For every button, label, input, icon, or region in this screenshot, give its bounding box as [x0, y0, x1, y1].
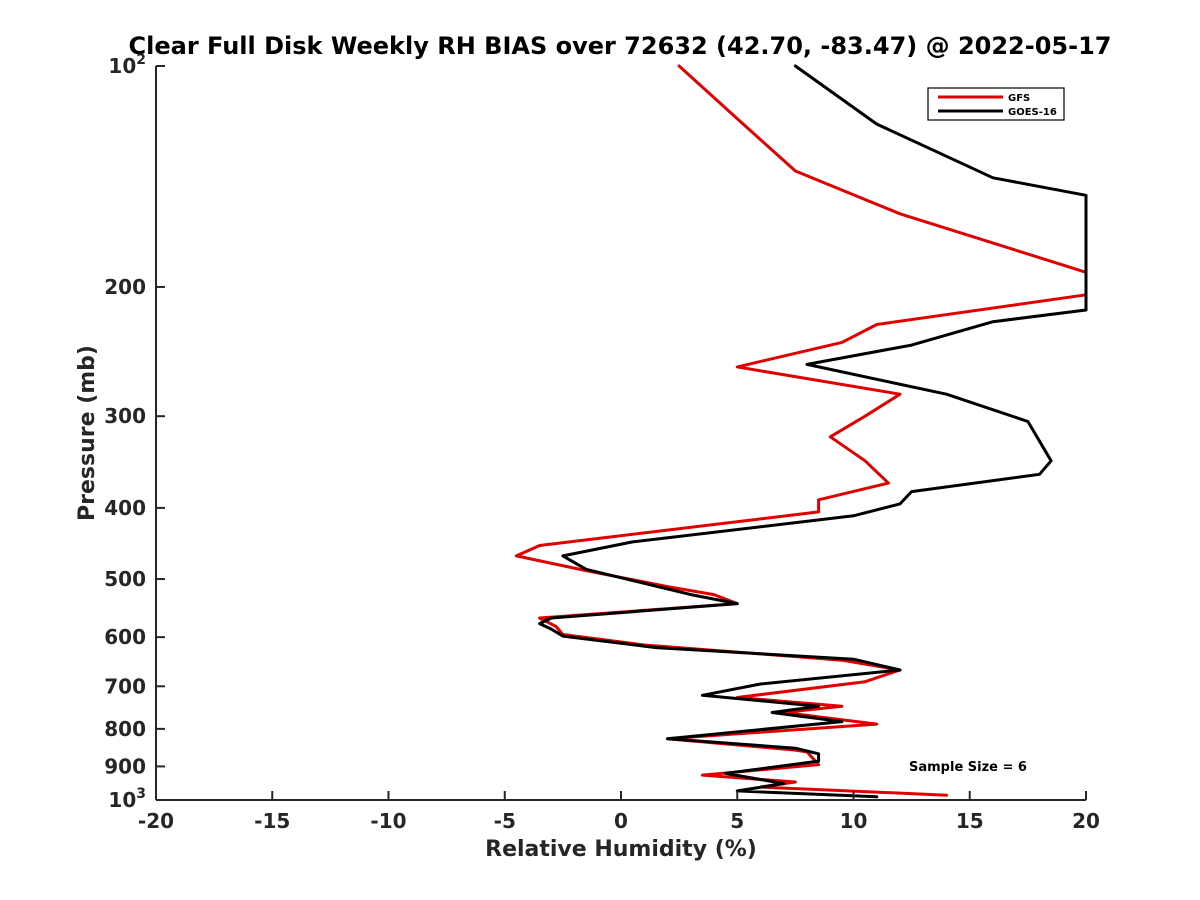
y-tick-label: 500 — [104, 567, 146, 591]
y-tick-label: 900 — [104, 754, 146, 778]
y-tick-label-base: 200 — [104, 275, 146, 299]
y-tick-label: 400 — [104, 496, 146, 520]
sample-size-annotation: Sample Size = 6 — [909, 760, 1027, 775]
x-tick-label: -10 — [370, 809, 406, 833]
y-tick-label: 300 — [104, 404, 146, 428]
x-axis-ticks: -20 -15 -10 -5 0 5 10 15 20 — [138, 791, 1100, 833]
y-tick-label: 700 — [104, 674, 146, 698]
x-tick-label: 20 — [1072, 809, 1100, 833]
y-tick-label: 103 — [108, 786, 146, 812]
y-tick-label-exponent: 3 — [136, 786, 146, 802]
y-tick-label: 102 — [108, 52, 146, 78]
series-line-gfs — [514, 64, 1088, 797]
y-tick-label-base: 300 — [104, 404, 146, 428]
x-axis-label: Relative Humidity (%) — [485, 837, 757, 862]
x-tick-label: -15 — [254, 809, 290, 833]
x-tick-label: -5 — [494, 809, 516, 833]
y-tick-label-base: 10 — [108, 54, 136, 78]
plot-area — [514, 64, 1088, 799]
y-tick-label-base: 900 — [104, 754, 146, 778]
x-tick-label: 15 — [956, 809, 984, 833]
y-tick-label-base: 400 — [104, 496, 146, 520]
y-tick-label-base: 700 — [104, 674, 146, 698]
y-tick-label-base: 500 — [104, 567, 146, 591]
legend-label-goes16: GOES-16 — [1008, 107, 1057, 118]
y-tick-label-base: 10 — [108, 788, 136, 812]
x-tick-label: 0 — [614, 809, 628, 833]
x-tick-label: -20 — [138, 809, 174, 833]
y-tick-label-base: 800 — [104, 717, 146, 741]
x-tick-label: 10 — [840, 809, 868, 833]
y-tick-label: 800 — [104, 717, 146, 741]
legend-label-gfs: GFS — [1008, 93, 1030, 104]
x-tick-label: 5 — [730, 809, 744, 833]
y-tick-label-exponent: 2 — [136, 52, 146, 68]
y-tick-label: 600 — [104, 625, 146, 649]
legend: GFS GOES-16 — [927, 87, 1065, 121]
legend-box — [927, 87, 1065, 121]
series-line-goes-16 — [538, 64, 1088, 799]
y-axis-label: Pressure (mb) — [75, 345, 100, 521]
chart-title: Clear Full Disk Weekly RH BIAS over 7263… — [129, 32, 1112, 60]
y-tick-label-base: 600 — [104, 625, 146, 649]
y-tick-label: 200 — [104, 275, 146, 299]
